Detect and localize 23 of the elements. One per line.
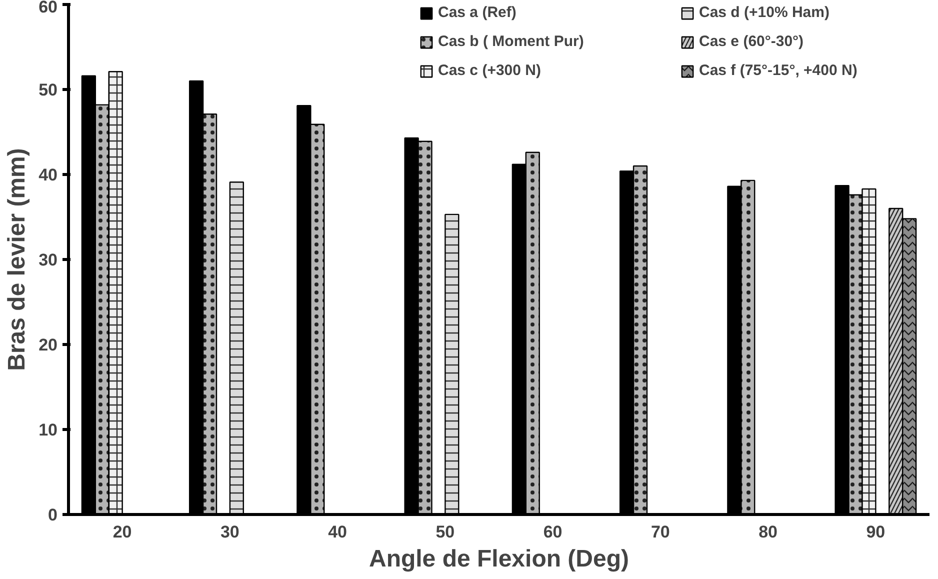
x-tick-label: 40 <box>328 522 348 542</box>
y-tick-label: 30 <box>38 250 58 270</box>
x-tick-label: 90 <box>866 522 886 542</box>
y-tick-label: 20 <box>38 336 58 354</box>
legend-label: Cas e (60°-30°) <box>699 33 805 50</box>
x-tick-label: 80 <box>758 522 778 542</box>
legend-label: Cas b ( Moment Pur) <box>438 33 585 50</box>
y-tick-label: 60 <box>38 0 58 16</box>
x-axis-title: Angle de Flexion (Deg) <box>368 546 630 572</box>
x-tick-label: 30 <box>220 522 240 542</box>
y-tick-label: 50 <box>38 80 58 100</box>
legend-label: Cas d (+10% Ham) <box>699 4 830 21</box>
y-tick-label: 40 <box>38 166 58 184</box>
y-tick-label: 0 <box>48 506 58 524</box>
y-axis-title: Bras de levier (mm) <box>4 148 31 371</box>
legend-label: Cas a (Ref) <box>438 4 518 21</box>
x-tick-label: 50 <box>436 522 455 542</box>
x-tick-label: 70 <box>650 522 670 542</box>
y-tick-label: 10 <box>38 420 58 440</box>
x-tick-label: 60 <box>543 522 562 542</box>
legend-label: Cas c (+300 N) <box>438 62 542 79</box>
x-tick-label: 20 <box>112 522 132 542</box>
legend-label: Cas f (75°-15°, +400 N) <box>699 62 858 79</box>
